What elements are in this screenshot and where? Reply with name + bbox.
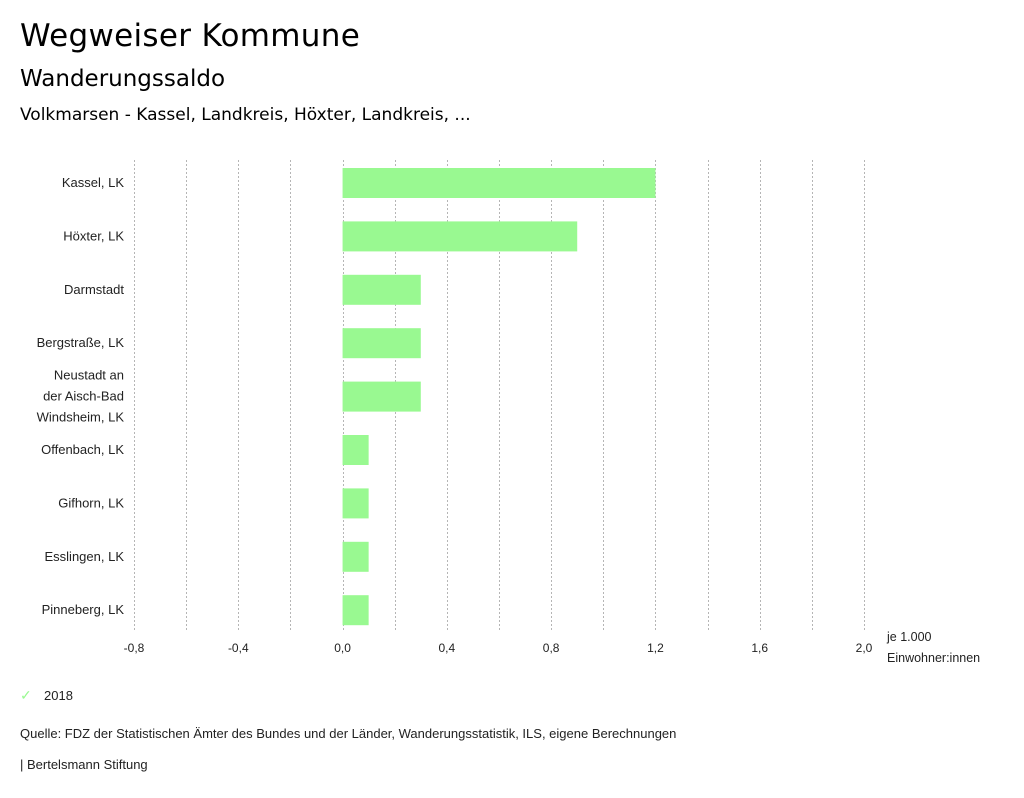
source-note: Quelle: FDZ der Statistischen Ämter des … bbox=[20, 726, 677, 741]
x-tick-label: 2,0 bbox=[856, 641, 873, 655]
x-tick-label: 1,2 bbox=[647, 641, 664, 655]
x-axis-unit-label: je 1.000 Einwohner:innen bbox=[886, 630, 980, 665]
bar bbox=[342, 328, 421, 359]
x-axis-unit-label: je 1.000 bbox=[886, 630, 932, 644]
bar bbox=[342, 595, 369, 626]
check-icon: ✓ bbox=[20, 687, 32, 703]
legend-item-2018[interactable]: ✓ 2018 bbox=[20, 687, 73, 704]
bar bbox=[342, 274, 421, 305]
x-tick-labels: -0,8 -0,4 0,0 0,4 0,8 1,2 1,6 2,0 bbox=[124, 641, 873, 655]
category-label: der Aisch-Bad bbox=[43, 389, 124, 404]
category-label: Gifhorn, LK bbox=[58, 495, 124, 510]
category-label: Pinneberg, LK bbox=[42, 602, 125, 617]
x-axis-unit-label: Einwohner:innen bbox=[887, 651, 980, 665]
x-tick-label: 0,8 bbox=[543, 641, 560, 655]
bar bbox=[342, 168, 656, 198]
category-label: Neustadt an bbox=[54, 368, 124, 383]
x-tick-label: 0,0 bbox=[334, 641, 351, 655]
category-label: Bergstraße, LK bbox=[37, 335, 125, 350]
category-label: Esslingen, LK bbox=[45, 549, 125, 564]
category-label: Höxter, LK bbox=[63, 228, 124, 243]
x-tick-label: -0,8 bbox=[124, 641, 145, 655]
bar bbox=[342, 221, 578, 252]
legend-label: 2018 bbox=[44, 688, 73, 703]
bar-chart: Kassel, LK Höxter, LK Darmstadt Bergstraße,… bbox=[37, 160, 980, 665]
bar bbox=[342, 488, 369, 519]
category-label: Windsheim, LK bbox=[37, 410, 125, 425]
credit-note: | Bertelsmann Stiftung bbox=[20, 757, 148, 772]
category-label: Darmstadt bbox=[64, 282, 124, 297]
bar bbox=[342, 381, 421, 412]
page-title: Wegweiser Kommune bbox=[20, 18, 361, 54]
category-label: Kassel, LK bbox=[62, 175, 124, 190]
x-tick-label: -0,4 bbox=[228, 641, 249, 655]
x-tick-label: 0,4 bbox=[439, 641, 456, 655]
x-tick-label: 1,6 bbox=[751, 641, 768, 655]
category-labels: Kassel, LK Höxter, LK Darmstadt Bergstraße,… bbox=[37, 175, 125, 617]
bar bbox=[342, 541, 369, 572]
bar bbox=[342, 435, 369, 465]
bars bbox=[342, 168, 656, 626]
chart-subtitle: Wanderungssaldo bbox=[20, 66, 226, 92]
category-label: Offenbach, LK bbox=[41, 442, 124, 457]
region-label: Volkmarsen - Kassel, Landkreis, Höxter, … bbox=[20, 105, 471, 125]
